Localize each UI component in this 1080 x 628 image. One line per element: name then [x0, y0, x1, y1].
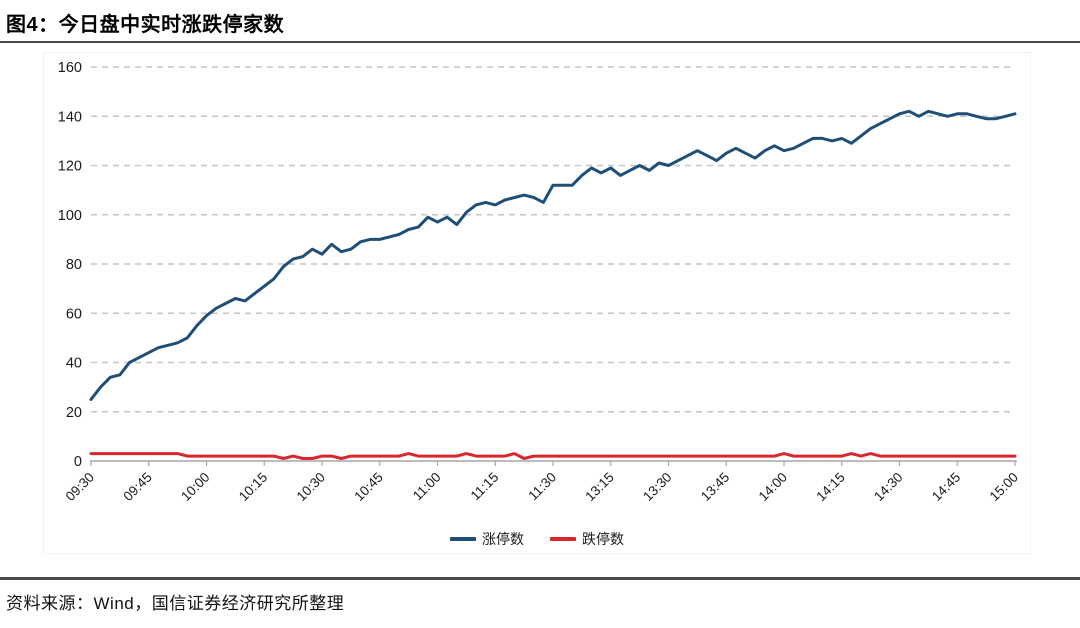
y-axis-tick-label: 160 — [58, 60, 82, 76]
title-divider — [0, 41, 1080, 43]
x-axis-tick-label: 14:00 — [756, 470, 791, 505]
y-axis-tick-label: 40 — [66, 356, 82, 372]
x-axis-tick-label: 14:30 — [871, 470, 906, 505]
legend-label-limit-up: 涨停数 — [482, 531, 524, 547]
x-axis-tick-label: 11:00 — [410, 470, 444, 504]
y-axis-tick-label: 100 — [58, 208, 82, 224]
figure-title: 图4：今日盘中实时涨跌停家数 — [6, 14, 285, 36]
x-axis-tick-label: 10:15 — [236, 470, 271, 505]
y-axis-tick-label: 20 — [66, 405, 82, 421]
source-note: 资料来源：Wind，国信证券经济研究所整理 — [6, 594, 345, 613]
legend-label-limit-down: 跌停数 — [582, 531, 624, 547]
x-axis-tick-label: 09:45 — [120, 470, 155, 505]
limit-up-series-line — [89, 109, 1017, 401]
x-axis-tick-label: 11:30 — [525, 470, 559, 504]
x-axis-tick-label: 13:30 — [640, 470, 675, 505]
x-axis-tick-label: 13:45 — [698, 470, 733, 505]
y-axis-tick-label: 140 — [58, 109, 82, 125]
y-axis-tick-label: 0 — [74, 454, 82, 470]
x-axis-tick-label: 10:00 — [178, 470, 213, 505]
y-axis-tick-label: 60 — [66, 306, 82, 322]
x-axis-tick-label: 11:15 — [468, 470, 502, 504]
x-axis-tick-label: 10:30 — [294, 470, 329, 505]
limit-down-line-swatch-icon — [550, 537, 576, 541]
x-axis-tick-label: 15:00 — [987, 470, 1022, 505]
x-axis-tick-label: 13:15 — [582, 470, 617, 505]
legend-item-limit-down: 跌停数 — [550, 529, 624, 549]
chart-legend: 涨停数 跌停数 — [43, 529, 1031, 549]
legend-item-limit-up: 涨停数 — [450, 529, 524, 549]
y-axis-tick-label: 120 — [58, 159, 82, 175]
x-axis-tick-label: 10:45 — [351, 470, 386, 505]
chart-figure: 0 20 40 60 80 100 120 140 160 09:30 09:45 10:00 10:1… — [43, 52, 1031, 554]
source-divider — [0, 577, 1080, 580]
x-axis-tick-label: 14:45 — [929, 470, 964, 505]
y-axis-tick-label: 80 — [66, 257, 82, 273]
x-axis-tick-label: 09:30 — [63, 470, 98, 505]
x-axis-tick-label: 14:15 — [813, 470, 848, 505]
limit-up-line-swatch-icon — [450, 537, 476, 541]
chart-canvas: 0 20 40 60 80 100 120 140 160 09:30 09:45 10:00 10:1… — [58, 60, 1022, 505]
limit-down-series-line — [89, 452, 1017, 460]
